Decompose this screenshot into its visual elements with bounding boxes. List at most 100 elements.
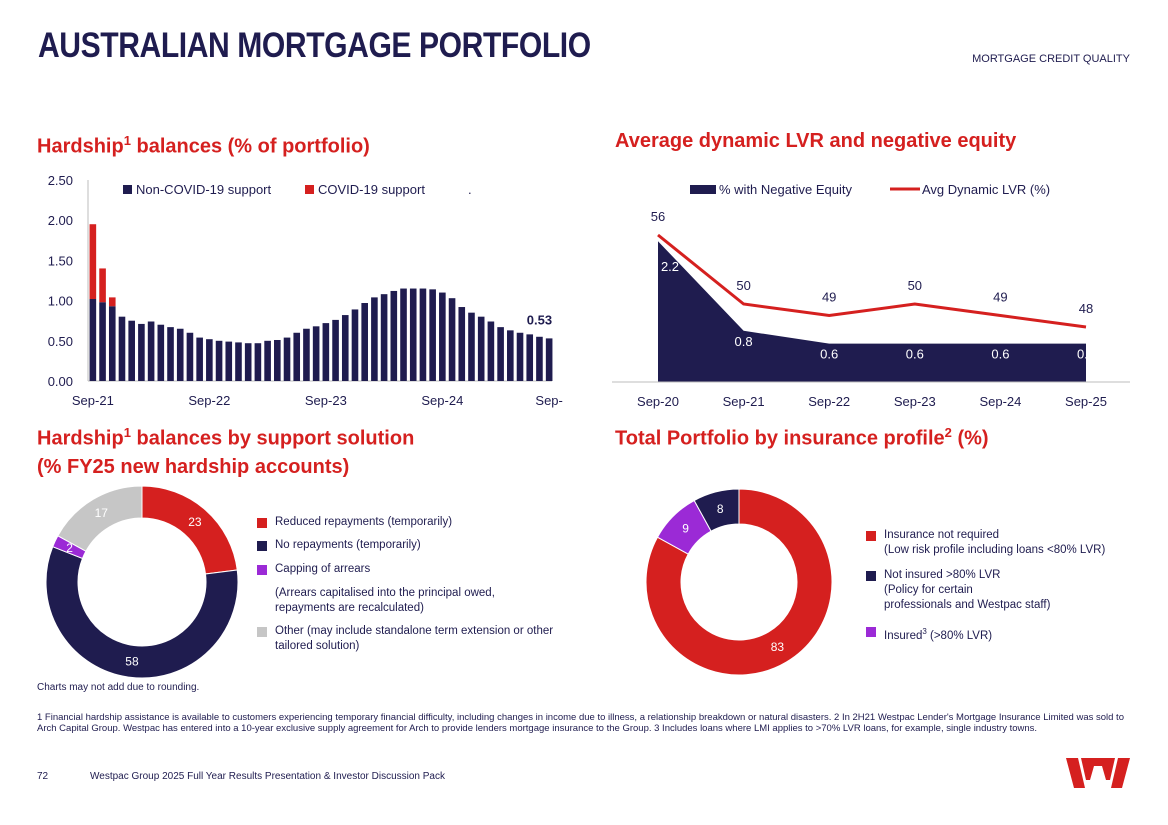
x-tick-label: Sep-20	[637, 394, 679, 409]
bar-non-covid	[409, 288, 417, 381]
avg-lvr-label: 48	[1079, 301, 1093, 316]
legend-item-not-insured: Not insured >80% LVR (Policy for certain…	[866, 568, 1050, 613]
negative-equity-label: 2.2	[661, 259, 679, 274]
x-tick-label: Sep-22	[188, 393, 230, 408]
support-solution-donut: 23 58 2 17	[45, 485, 239, 679]
bar-non-covid	[507, 330, 514, 381]
legend-swatch-negative-equity	[690, 185, 716, 194]
bar-non-covid	[332, 319, 339, 381]
bar-non-covid	[186, 332, 194, 381]
bar-non-covid	[293, 332, 301, 381]
y-tick-label: 0.00	[48, 374, 73, 389]
bar-non-covid	[274, 339, 281, 381]
legend-item-other: Other (may include standalone term exten…	[257, 624, 560, 654]
bar-non-covid	[138, 323, 145, 381]
donut-slice-label: 8	[717, 502, 724, 516]
legend-item-capping-note: (Arrears capitalised into the principal …	[275, 587, 495, 614]
lvr-area-line-chart: % with Negative Equity Avg Dynamic LVR (…	[612, 182, 1130, 409]
footnotes: 1 Financial hardship assistance is avail…	[37, 712, 1124, 734]
donut-slice-label: 23	[188, 515, 202, 529]
bar-non-covid	[283, 337, 291, 381]
legend-swatch	[257, 565, 267, 575]
negative-equity-label: 0.6	[906, 347, 924, 362]
donut-slice	[141, 485, 238, 575]
legend-label-avg-lvr: Avg Dynamic LVR (%)	[922, 182, 1050, 197]
avg-lvr-label: 49	[822, 290, 836, 305]
bar-non-covid	[244, 343, 252, 381]
bar-covid	[99, 268, 106, 303]
last-value-label: 0.53	[527, 312, 552, 327]
lvr-chart-title: Average dynamic LVR and negative equity	[615, 130, 1017, 152]
legend-item-not-required: Insurance not required (Low risk profile…	[866, 528, 1105, 558]
bar-non-covid	[351, 309, 359, 381]
bar-non-covid	[380, 294, 388, 381]
donut-slice	[693, 488, 740, 532]
legend-swatch	[866, 571, 876, 581]
donut-slice-label: 58	[125, 654, 139, 668]
bar-non-covid	[312, 326, 320, 381]
avg-lvr-label: 50	[908, 278, 922, 293]
x-tick-label: Sep-22	[808, 394, 850, 409]
x-tick-label: Sep-24	[979, 394, 1021, 409]
avg-lvr-label: 50	[736, 278, 750, 293]
bar-non-covid	[99, 302, 106, 381]
negative-equity-label: 0.6	[820, 347, 838, 362]
bar-non-covid	[147, 321, 155, 381]
legend-swatch-covid	[305, 185, 314, 194]
rounding-note: Charts may not add due to rounding.	[37, 682, 200, 693]
bar-non-covid	[536, 336, 543, 381]
legend-item-no-repayments: No repayments (temporarily)	[257, 538, 421, 553]
bar-non-covid	[371, 297, 378, 381]
x-tick-label: Sep-24	[421, 393, 463, 408]
page-title: AUSTRALIAN MORTGAGE PORTFOLIO	[38, 26, 591, 65]
x-tick-label: Sep-21	[723, 394, 765, 409]
bar-non-covid	[419, 288, 427, 381]
bar-covid	[89, 224, 97, 299]
y-tick-label: 1.50	[48, 253, 73, 268]
bar-non-covid	[167, 327, 174, 381]
bar-non-covid	[477, 316, 485, 381]
insurance-profile-legend: Insurance not required (Low risk profile…	[866, 528, 1146, 648]
bar-non-covid	[108, 306, 116, 381]
negative-equity-label: 0.6	[991, 347, 1009, 362]
bar-non-covid	[157, 324, 165, 381]
bar-non-covid	[196, 337, 203, 381]
legend-swatch	[866, 627, 876, 637]
legend-dot: .	[468, 182, 472, 197]
bar-non-covid	[235, 342, 242, 381]
bar-non-covid	[303, 328, 310, 381]
bar-non-covid	[400, 288, 407, 381]
bar-non-covid	[448, 298, 456, 381]
bar-non-covid	[458, 307, 466, 381]
bar-non-covid	[118, 316, 126, 381]
y-tick-label: 2.50	[48, 173, 73, 188]
bar-non-covid	[497, 327, 504, 381]
legend-swatch	[257, 627, 267, 637]
y-tick-label: 0.50	[48, 334, 73, 349]
donut-slice-label: 17	[95, 506, 109, 520]
bar-non-covid	[206, 339, 213, 381]
bar-non-covid	[322, 323, 330, 381]
legend-label-covid: COVID-19 support	[318, 182, 425, 197]
bar-non-covid	[264, 340, 271, 381]
page-number: 72	[37, 771, 49, 782]
legend-label-negative-equity: % with Negative Equity	[719, 182, 852, 197]
hardship-chart-title: Hardship1 balances (% of portfolio)	[37, 133, 370, 158]
legend-swatch	[866, 531, 876, 541]
bar-non-covid	[545, 338, 553, 381]
section-label: MORTGAGE CREDIT QUALITY	[972, 53, 1130, 65]
legend-item-reduced: Reduced repayments (temporarily)	[257, 515, 452, 530]
westpac-logo-icon	[1066, 758, 1130, 788]
support-solution-legend: Reduced repayments (temporarily) No repa…	[257, 515, 577, 665]
bar-non-covid	[439, 292, 446, 381]
donut-slice-label: 9	[682, 522, 689, 536]
legend-swatch	[257, 541, 267, 551]
bar-non-covid	[361, 303, 368, 381]
y-tick-label: 1.00	[48, 294, 73, 309]
x-tick-label: Sep-23	[894, 394, 936, 409]
legend-label-non-covid: Non-COVID-19 support	[136, 182, 271, 197]
bar-non-covid	[341, 315, 349, 381]
legend-swatch-non-covid	[123, 185, 132, 194]
donut-slice	[645, 488, 833, 676]
bar-non-covid	[225, 341, 233, 381]
